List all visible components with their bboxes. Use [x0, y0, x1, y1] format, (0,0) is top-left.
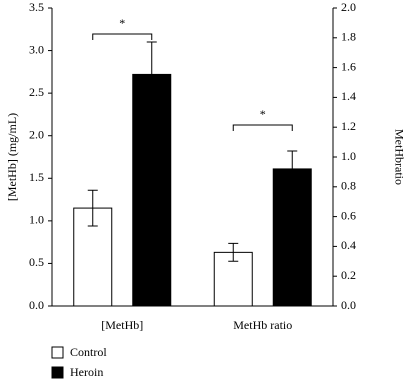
y2-tick-label: 0.4: [341, 238, 356, 252]
y2-tick-label: 0.0: [341, 298, 356, 312]
y-tick-label: 1.5: [29, 170, 44, 184]
error-bar: [287, 150, 298, 188]
legend-label: Heroin: [70, 365, 103, 379]
significance-mark: *: [119, 16, 125, 30]
y2-axis-label: MetHbratio: [392, 129, 406, 185]
y-tick-label: 3.5: [29, 0, 44, 14]
y2-tick-label: 0.6: [341, 208, 356, 222]
x-tick-label: [MetHb]: [101, 318, 143, 332]
error-bar: [146, 41, 157, 108]
y2-tick-label: 1.8: [341, 30, 356, 44]
legend-swatch: [51, 346, 64, 359]
significance-mark: *: [260, 107, 266, 121]
significance-bracket: [232, 124, 293, 132]
y2-tick-label: 1.4: [341, 89, 356, 103]
y-tick-label: 0.5: [29, 255, 44, 269]
y-axis-label: [MetHb] (mg/mL): [5, 113, 19, 201]
legend-swatch: [51, 366, 64, 379]
significance-bracket: [92, 33, 153, 41]
x-tick-label: MetHb ratio: [233, 318, 292, 332]
y2-tick-label: 1.2: [341, 119, 356, 133]
legend-label: Control: [70, 345, 107, 359]
bar: [272, 168, 312, 307]
y-tick-label: 2.5: [29, 85, 44, 99]
y2-tick-label: 1.6: [341, 59, 356, 73]
error-bar: [228, 242, 239, 262]
y-tick-label: 2.0: [29, 127, 44, 141]
error-bar: [87, 189, 98, 227]
y2-tick-label: 0.2: [341, 268, 356, 282]
y-tick-label: 1.0: [29, 213, 44, 227]
y2-tick-label: 1.0: [341, 149, 356, 163]
y-tick-label: 0.0: [29, 298, 44, 312]
y-tick-label: 3.0: [29, 42, 44, 56]
y2-tick-label: 2.0: [341, 0, 356, 14]
y2-tick-label: 0.8: [341, 179, 356, 193]
bar: [132, 73, 172, 307]
